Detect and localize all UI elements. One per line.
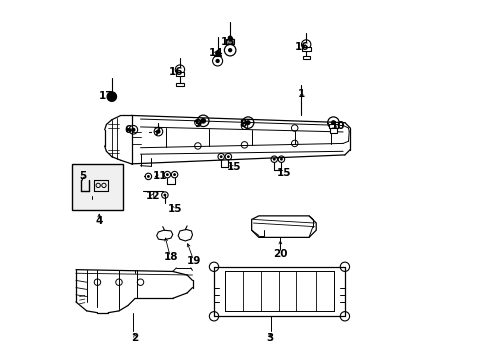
Circle shape (245, 120, 250, 125)
Circle shape (173, 173, 176, 176)
Bar (302, 56, 309, 59)
Text: 5: 5 (79, 171, 86, 181)
Text: 15: 15 (276, 168, 290, 178)
Text: 14: 14 (208, 48, 223, 58)
Text: 10: 10 (330, 121, 344, 131)
Text: 20: 20 (273, 248, 287, 258)
Circle shape (226, 155, 229, 158)
Circle shape (227, 48, 232, 52)
Bar (176, 83, 183, 86)
Text: 12: 12 (145, 191, 160, 201)
Text: 7: 7 (153, 127, 160, 136)
Text: 18: 18 (163, 252, 178, 262)
Circle shape (272, 158, 275, 161)
Bar (301, 46, 310, 51)
Text: 1: 1 (298, 89, 305, 99)
Text: 16: 16 (294, 42, 308, 52)
Text: 19: 19 (187, 256, 201, 266)
Circle shape (147, 175, 149, 178)
Text: 15: 15 (167, 204, 182, 214)
Text: 4: 4 (95, 216, 103, 226)
Text: 6: 6 (124, 125, 131, 135)
Circle shape (131, 128, 135, 132)
Text: 2: 2 (131, 333, 139, 343)
Text: 17: 17 (99, 91, 114, 101)
Text: 13: 13 (221, 37, 235, 47)
Circle shape (200, 118, 206, 124)
Bar (329, 128, 336, 133)
Text: 3: 3 (265, 333, 273, 343)
Circle shape (156, 130, 160, 134)
Text: 8: 8 (239, 120, 246, 129)
Text: 9: 9 (194, 120, 201, 129)
Circle shape (215, 59, 219, 63)
Circle shape (165, 173, 168, 176)
Bar (72, 164, 122, 211)
Circle shape (215, 51, 220, 56)
Bar (226, 39, 234, 44)
Text: 11: 11 (153, 171, 167, 181)
Bar (175, 72, 184, 76)
Bar (328, 124, 337, 128)
Text: 16: 16 (169, 67, 183, 77)
Polygon shape (107, 92, 116, 101)
Circle shape (280, 158, 282, 161)
Circle shape (163, 194, 166, 197)
Text: 15: 15 (226, 162, 241, 172)
Circle shape (227, 36, 232, 41)
Circle shape (219, 155, 222, 158)
Circle shape (330, 120, 335, 125)
